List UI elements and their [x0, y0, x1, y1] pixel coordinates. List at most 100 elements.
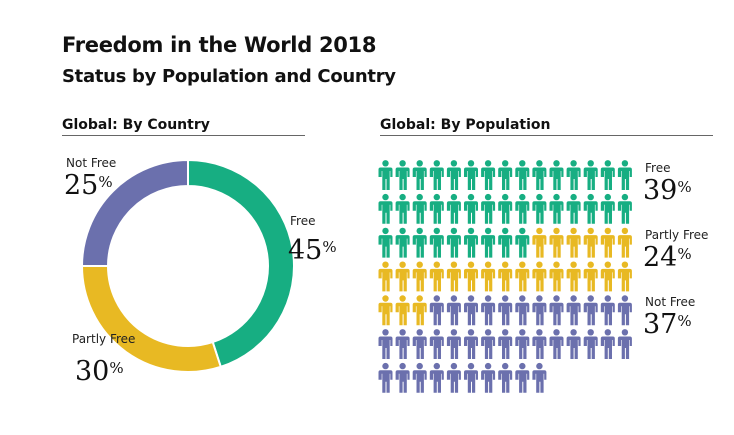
person-icon-free: [498, 227, 513, 258]
person-icon-free: [378, 227, 393, 258]
person-icon-partly-free: [549, 227, 564, 258]
person-icon-not-free: [498, 329, 513, 359]
chart-subtitle: Status by Population and Country: [62, 66, 396, 87]
person-icon-not-free: [378, 329, 393, 359]
picto-value-not-free: 37%: [643, 309, 692, 340]
person-icon-not-free: [481, 295, 496, 326]
person-icon-partly-free: [617, 261, 632, 292]
donut-value-partly-free: 30%: [75, 356, 124, 387]
person-icon-partly-free: [549, 261, 564, 292]
person-icon-free: [446, 160, 461, 190]
person-icon-free: [515, 160, 530, 190]
person-icon-free: [532, 160, 547, 190]
person-icon-free: [515, 193, 530, 224]
person-icon-free: [446, 193, 461, 224]
person-icon-partly-free: [600, 261, 615, 292]
person-icon-not-free: [617, 295, 632, 326]
donut-slice-free: [187, 158, 295, 369]
country-section-title: Global: By Country: [62, 117, 305, 136]
person-icon-free: [549, 193, 564, 224]
person-icon-partly-free: [498, 261, 513, 292]
person-icon-partly-free: [395, 295, 410, 326]
person-icon-free: [498, 160, 513, 190]
person-icon-not-free: [566, 329, 581, 359]
person-icon-not-free: [429, 362, 444, 393]
picto-value-free: 39%: [643, 175, 692, 206]
person-icon-free: [412, 193, 427, 224]
population-section-title: Global: By Population: [380, 117, 713, 136]
person-icon-partly-free: [481, 261, 496, 292]
person-icon-not-free: [412, 329, 427, 359]
person-icon-not-free: [498, 295, 513, 326]
person-icon-not-free: [566, 295, 581, 326]
person-icon-not-free: [549, 295, 564, 326]
chart-title: Freedom in the World 2018: [62, 33, 377, 57]
person-icon-not-free: [532, 295, 547, 326]
person-icon-free: [464, 193, 478, 224]
person-icon-not-free: [515, 295, 530, 326]
person-icon-free: [395, 227, 410, 258]
person-icon-partly-free: [412, 295, 427, 326]
population-pictogram: [378, 160, 632, 393]
person-icon-free: [617, 193, 632, 224]
person-icon-free: [532, 193, 547, 224]
person-icon-not-free: [583, 295, 598, 326]
person-icon-not-free: [600, 295, 615, 326]
person-icon-free: [429, 193, 444, 224]
person-icon-partly-free: [378, 295, 393, 326]
person-icon-partly-free: [412, 261, 427, 292]
donut-label-free: Free: [290, 214, 316, 228]
person-icon-partly-free: [429, 261, 444, 292]
person-icon-free: [464, 227, 478, 258]
person-icon-free: [600, 193, 615, 224]
picto-label-free: Free: [645, 161, 671, 175]
person-icon-partly-free: [532, 261, 547, 292]
person-icon-not-free: [464, 362, 478, 393]
person-icon-not-free: [481, 329, 496, 359]
person-icon-free: [549, 160, 564, 190]
person-icon-free: [498, 193, 513, 224]
person-icon-free: [429, 160, 444, 190]
person-icon-partly-free: [464, 261, 478, 292]
person-icon-partly-free: [515, 261, 530, 292]
person-icon-free: [481, 160, 496, 190]
person-icon-free: [378, 160, 393, 190]
person-icon-not-free: [429, 329, 444, 359]
person-icon-not-free: [412, 362, 427, 393]
person-icon-free: [446, 227, 461, 258]
person-icon-not-free: [617, 329, 632, 359]
donut-label-partly-free: Partly Free: [72, 332, 136, 346]
person-icon-free: [583, 160, 598, 190]
person-icon-free: [583, 193, 598, 224]
donut-value-free: 45%: [288, 235, 337, 266]
person-icon-not-free: [549, 329, 564, 359]
person-icon-not-free: [515, 362, 530, 393]
person-icon-free: [429, 227, 444, 258]
person-icon-free: [395, 193, 410, 224]
picto-label-partly-free: Partly Free: [645, 228, 709, 242]
person-icon-free: [617, 160, 632, 190]
person-icon-free: [412, 227, 427, 258]
person-icon-not-free: [583, 329, 598, 359]
person-icon-not-free: [446, 362, 461, 393]
person-icon-not-free: [515, 329, 530, 359]
person-icon-not-free: [532, 362, 547, 393]
picto-value-partly-free: 24%: [643, 242, 692, 273]
donut-label-not-free: Not Free: [66, 156, 117, 170]
person-icon-free: [412, 160, 427, 190]
person-icon-partly-free: [617, 227, 632, 258]
country-donut-chart: [80, 158, 295, 373]
person-icon-not-free: [429, 295, 444, 326]
person-icon-partly-free: [583, 261, 598, 292]
picto-label-not-free: Not Free: [645, 295, 696, 309]
donut-value-not-free: 25%: [64, 170, 113, 201]
donut-slice-not-free: [80, 158, 189, 267]
person-icon-free: [481, 227, 496, 258]
person-icon-free: [395, 160, 410, 190]
person-icon-not-free: [498, 362, 513, 393]
person-icon-partly-free: [566, 261, 581, 292]
person-icon-not-free: [464, 329, 478, 359]
person-icon-free: [515, 227, 530, 258]
person-icon-partly-free: [395, 261, 410, 292]
person-icon-partly-free: [378, 261, 393, 292]
